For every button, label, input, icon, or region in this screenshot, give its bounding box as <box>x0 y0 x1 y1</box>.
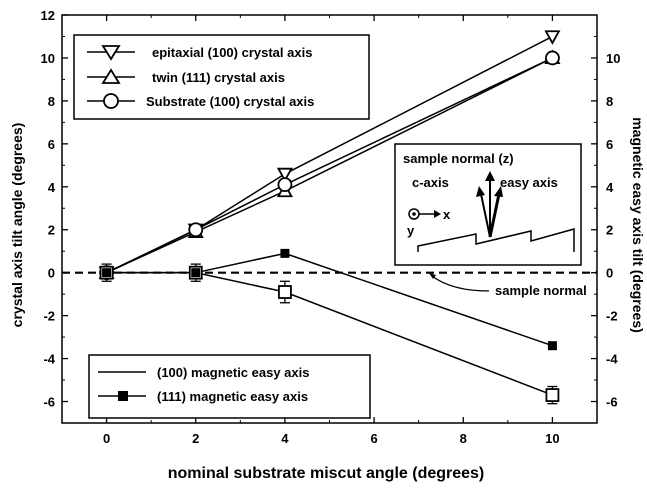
legend-item-100-magnetic: (100) magnetic easy axis <box>98 365 309 380</box>
y2-tick-label: 6 <box>606 137 613 152</box>
legend-label-100-magnetic: (100) magnetic easy axis <box>157 365 309 380</box>
y2-tick-label: 4 <box>606 180 614 195</box>
y2-tick-label: -4 <box>606 352 618 367</box>
y2-tick-label: 8 <box>606 94 613 109</box>
y-axis-title: crystal axis tilt angle (degrees) <box>9 123 25 328</box>
triangle-down-icon <box>101 45 121 61</box>
legend-crystal-axes: epitaxial (100) crystal axis twin (111) … <box>73 34 370 120</box>
y-tick-label: 10 <box>41 51 55 66</box>
series-line-4 <box>106 252 553 347</box>
legend-item-twin: twin (111) crystal axis <box>87 68 285 85</box>
legend-item-epitaxial: epitaxial (100) crystal axis <box>87 45 312 61</box>
x-tick-label: 0 <box>103 431 110 446</box>
x-tick-label: 8 <box>460 431 467 446</box>
legend-label-111-magnetic: (111) magnetic easy axis <box>157 389 308 404</box>
y2-tick-label: 2 <box>606 223 613 238</box>
y-tick-label: -4 <box>43 352 55 367</box>
y-tick-label: -2 <box>43 309 55 324</box>
arrow-right-icon <box>434 210 441 218</box>
y-tick-label: 8 <box>48 94 55 109</box>
inset-schematic: sample normal (z) c-axis easy axis x y <box>394 143 582 266</box>
inset-sawtooth-surface <box>417 228 575 252</box>
series-line-2 <box>106 57 553 274</box>
y-tick-label: -6 <box>43 395 55 410</box>
y2-tick-label: -2 <box>606 309 618 324</box>
circle-point <box>545 50 560 66</box>
inset-x-label: x <box>443 207 451 222</box>
circle-point <box>188 222 204 238</box>
y-tick-label: 0 <box>48 266 55 281</box>
inset-y-label: y <box>407 223 415 238</box>
open-square-point <box>278 285 292 299</box>
legend-magnetic-axes: (100) magnetic easy axis (111) magnetic … <box>88 354 371 419</box>
legend-item-substrate: Substrate (100) crystal axis <box>87 93 314 109</box>
series-line-1 <box>106 57 553 274</box>
triangle-down-point <box>544 30 561 45</box>
filled-square-point <box>191 268 201 278</box>
legend-label-twin: twin (111) crystal axis <box>152 70 285 85</box>
filled-square-icon <box>118 391 128 401</box>
inset-easy-axis-label: easy axis <box>500 175 558 190</box>
sample-normal-annotation: sample normal <box>429 273 587 298</box>
y-tick-label: 12 <box>41 8 55 23</box>
triangle-down-point <box>276 167 293 183</box>
annotation-pointer <box>431 275 490 292</box>
filled-square-point <box>280 248 290 258</box>
legend-label-substrate: Substrate (100) crystal axis <box>146 94 314 109</box>
filled-square-point <box>547 341 557 351</box>
circle-point <box>277 177 293 193</box>
open-square-point <box>545 388 560 402</box>
arrow-head-icon <box>429 273 436 279</box>
y2-tick-label: -6 <box>606 395 618 410</box>
filled-square-point <box>102 268 112 278</box>
legend-box <box>88 354 371 419</box>
x-tick-label: 6 <box>370 431 377 446</box>
y-tick-label: 4 <box>48 180 56 195</box>
sample-normal-label: sample normal <box>495 283 587 298</box>
x-tick-label: 2 <box>192 431 199 446</box>
legend-item-111-magnetic: (111) magnetic easy axis <box>98 389 308 404</box>
x-axis-title: nominal substrate miscut angle (degrees) <box>168 465 485 482</box>
y2-tick-label: 0 <box>606 266 613 281</box>
y-tick-label: 2 <box>48 223 55 238</box>
inset-title: sample normal (z) <box>403 151 514 166</box>
x-tick-label: 10 <box>545 431 559 446</box>
inset-c-axis-label: c-axis <box>412 175 449 190</box>
triangle-up-icon <box>101 68 121 84</box>
out-of-plane-dot <box>412 212 416 216</box>
x-tick-label: 4 <box>281 431 289 446</box>
y-tick-label: 6 <box>48 137 55 152</box>
y2-axis-title: magnetic easy axis tilt (degrees) <box>630 117 646 333</box>
circle-icon <box>103 93 119 109</box>
legend-label-epitaxial: epitaxial (100) crystal axis <box>152 45 312 60</box>
y2-tick-label: 10 <box>606 51 620 66</box>
inset-arrows <box>476 171 503 238</box>
